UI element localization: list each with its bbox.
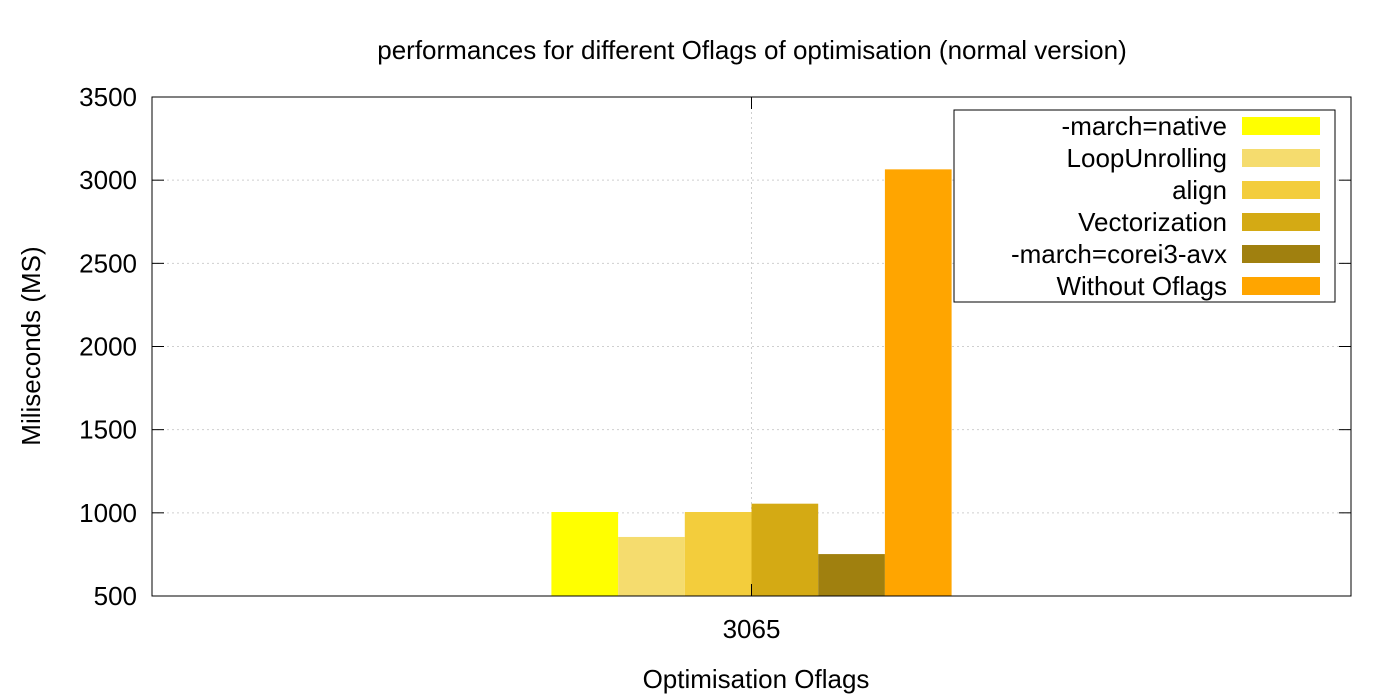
legend-label: LoopUnrolling [1067, 143, 1227, 173]
legend-swatch [1242, 245, 1320, 263]
legend-label: align [1172, 175, 1227, 205]
y-axis-ticks: 500 1000 1500 2000 2500 3000 3500 [79, 82, 1351, 611]
y-tick-label: 500 [94, 581, 137, 611]
legend-swatch [1242, 117, 1320, 135]
legend-label: -march=corei3-avx [1011, 239, 1227, 269]
legend-swatch [1242, 149, 1320, 167]
x-axis-label: Optimisation Oflags [643, 664, 870, 694]
chart-title: performances for different Oflags of opt… [377, 35, 1127, 65]
bar [751, 503, 819, 596]
legend-label: Without Oflags [1056, 271, 1227, 301]
y-tick-label: 1500 [79, 415, 137, 445]
bar [818, 554, 885, 596]
x-axis-ticks: 3065 [723, 97, 781, 644]
y-tick-label: 2500 [79, 248, 137, 278]
y-axis-label: Miliseconds (MS) [16, 246, 46, 445]
bar [884, 169, 952, 597]
legend-label: -march=native [1062, 111, 1227, 141]
legend: -march=nativeLoopUnrollingalignVectoriza… [953, 109, 1336, 303]
y-tick-label: 3500 [79, 82, 137, 112]
bar [618, 536, 685, 596]
bar [551, 512, 619, 596]
y-tick-label: 1000 [79, 498, 137, 528]
y-tick-label: 3000 [79, 165, 137, 195]
bars [551, 169, 952, 597]
legend-label: Vectorization [1078, 207, 1227, 237]
y-tick-label: 2000 [79, 332, 137, 362]
legend-swatch [1242, 213, 1320, 231]
legend-swatch [1242, 277, 1320, 295]
legend-swatch [1242, 181, 1320, 199]
bar [684, 512, 752, 596]
x-tick-label: 3065 [723, 614, 781, 644]
legend-frame [953, 109, 1336, 303]
